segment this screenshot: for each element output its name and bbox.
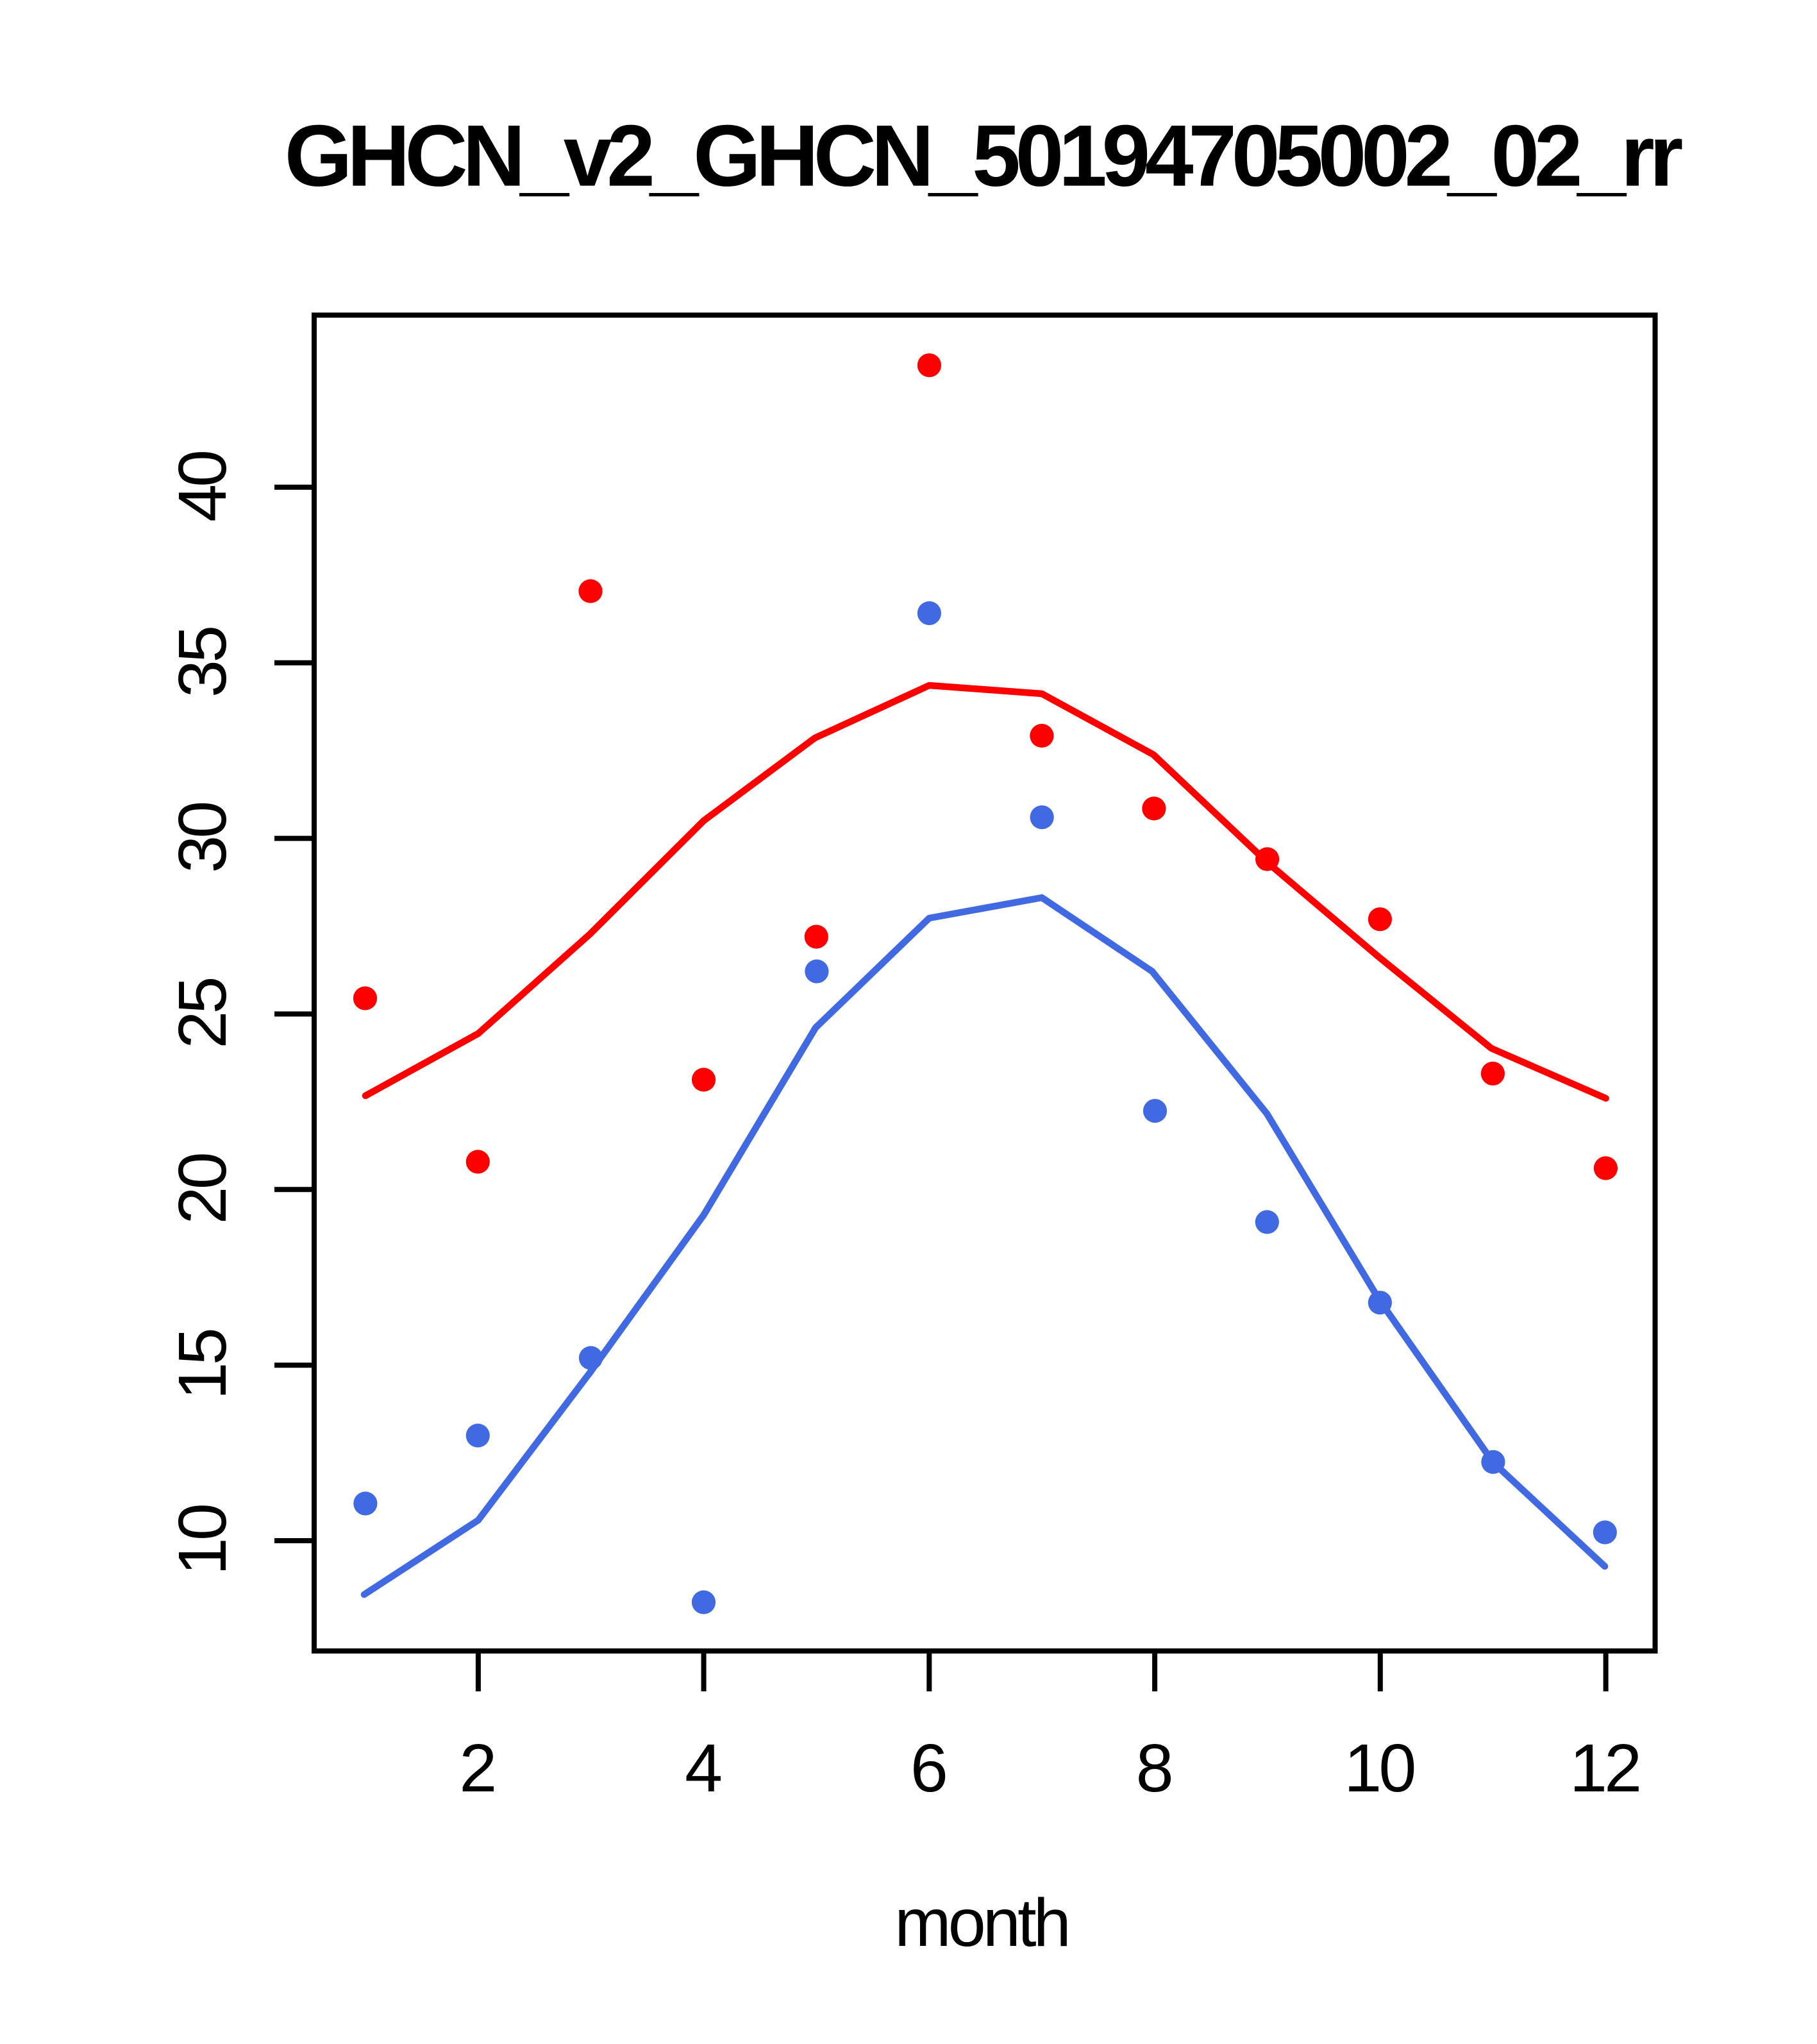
svg-text:2: 2 bbox=[459, 1730, 494, 1806]
svg-text:15: 15 bbox=[165, 1330, 240, 1400]
svg-text:30: 30 bbox=[165, 803, 240, 873]
svg-text:GHCN_v2_GHCN_50194705002_02_rr: GHCN_v2_GHCN_50194705002_02_rr bbox=[285, 107, 1682, 205]
svg-text:25: 25 bbox=[165, 979, 240, 1049]
svg-text:35: 35 bbox=[165, 628, 240, 698]
svg-text:4: 4 bbox=[685, 1730, 721, 1806]
svg-text:month: month bbox=[894, 1885, 1068, 1961]
svg-text:10: 10 bbox=[165, 1505, 240, 1575]
svg-text:40: 40 bbox=[165, 452, 240, 522]
svg-text:8: 8 bbox=[1136, 1730, 1171, 1806]
svg-text:20: 20 bbox=[165, 1154, 240, 1224]
svg-text:10: 10 bbox=[1344, 1730, 1414, 1806]
svg-text:12: 12 bbox=[1570, 1730, 1639, 1806]
svg-text:6: 6 bbox=[910, 1730, 946, 1806]
